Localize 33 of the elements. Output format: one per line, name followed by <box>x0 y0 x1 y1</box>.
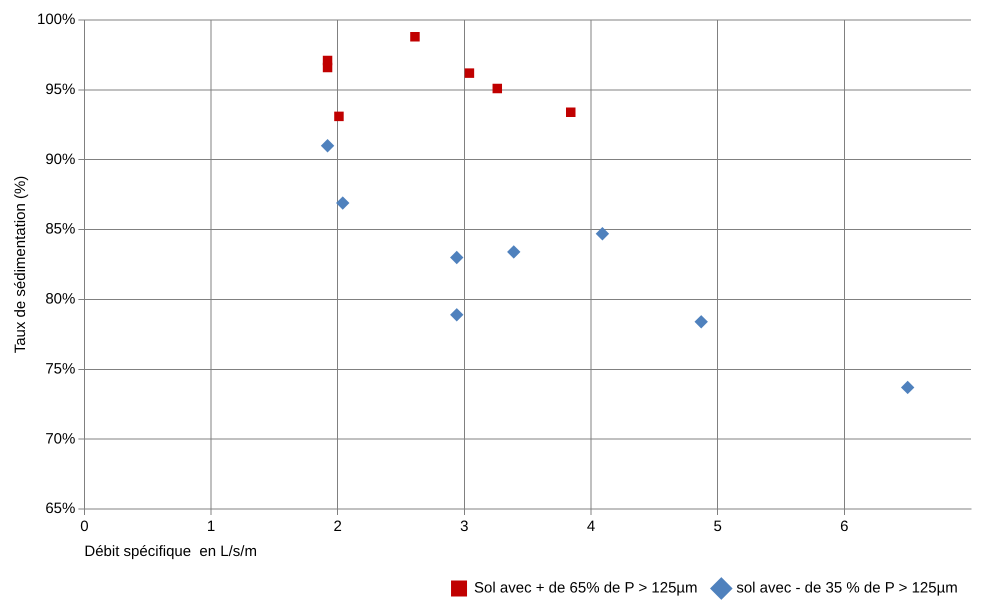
point <box>321 139 334 152</box>
point <box>596 227 609 240</box>
point <box>450 251 464 264</box>
y-tick-label: 90% <box>45 150 76 168</box>
legend-label: sol avec - de 35 % de P > 125µm <box>736 580 958 597</box>
y-axis-title: Taux de sédimentation (%) <box>12 176 30 354</box>
x-tick-label: 4 <box>586 518 596 536</box>
x-tick-label: 6 <box>840 518 849 536</box>
x-tick-label: 5 <box>714 518 722 536</box>
point <box>464 68 474 78</box>
y-tick-label: 75% <box>45 360 76 378</box>
point <box>566 107 576 117</box>
point <box>694 315 708 328</box>
y-tick-label: 100% <box>36 11 76 28</box>
y-tick-label: 80% <box>45 290 76 308</box>
y-tick-label: 85% <box>45 220 76 238</box>
point <box>336 196 350 210</box>
y-tick-label: 95% <box>45 81 76 98</box>
y-tick-label: 65% <box>45 500 76 518</box>
point <box>492 84 502 94</box>
x-tick-label: 3 <box>460 518 469 536</box>
x-axis-title: Débit spécifique en L/s/m <box>84 543 257 560</box>
point <box>322 62 332 72</box>
point <box>334 112 344 122</box>
point <box>450 308 464 322</box>
y-tick-label: 70% <box>45 430 76 448</box>
point <box>901 380 914 394</box>
point <box>507 245 520 258</box>
legend-label: Sol avec + de 65% de P > 125µm <box>474 580 698 597</box>
point <box>410 32 420 42</box>
x-tick-label: 2 <box>334 518 342 536</box>
x-tick-label: 1 <box>206 518 216 536</box>
x-tick-label: 0 <box>80 518 89 536</box>
